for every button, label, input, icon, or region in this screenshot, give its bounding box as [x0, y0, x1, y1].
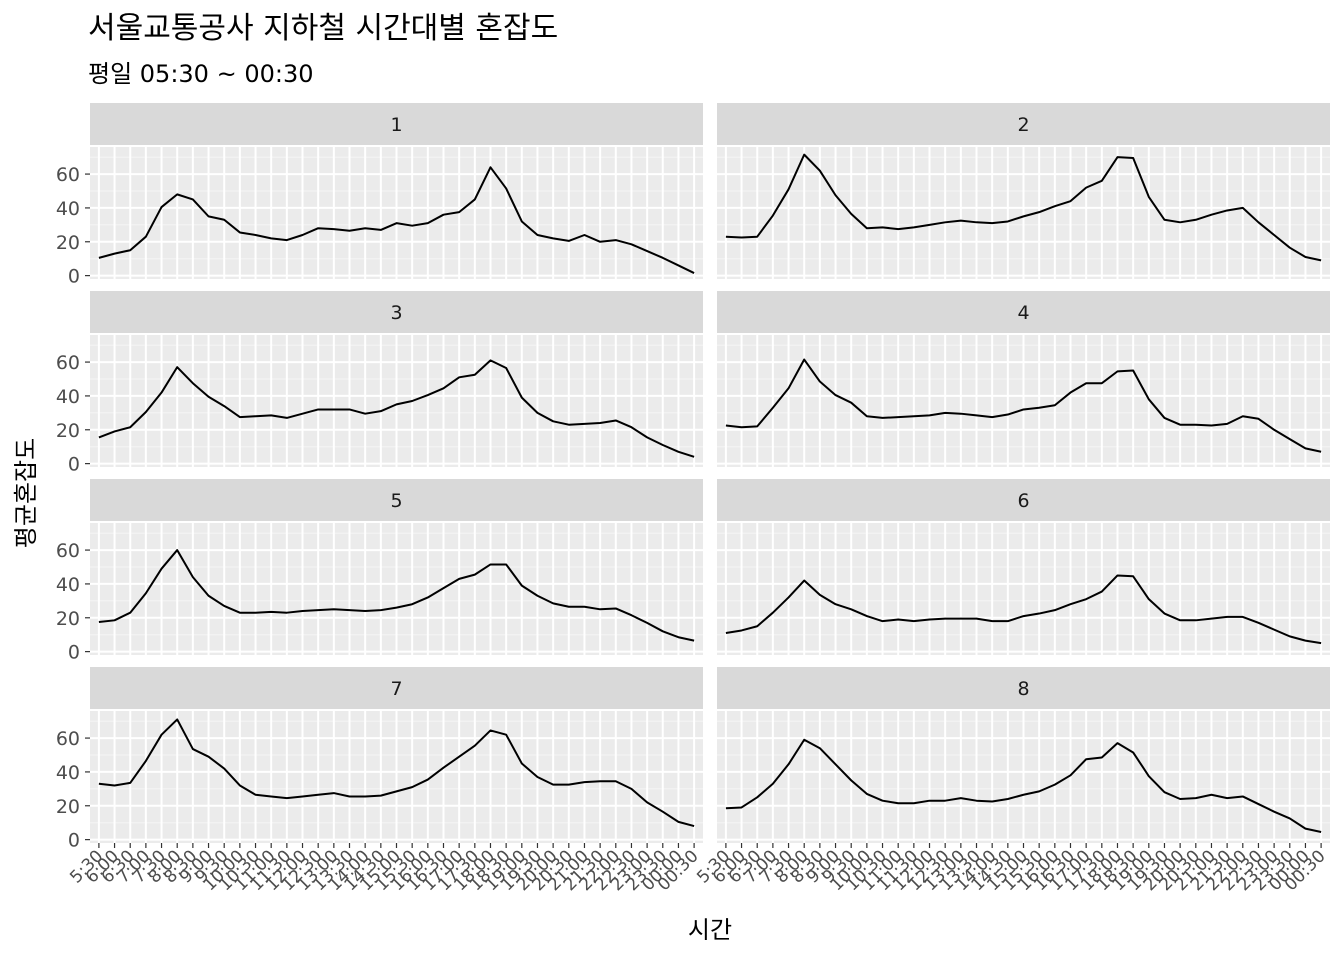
y-tick-label: 40 — [56, 198, 80, 220]
facet-panel-5: 5 0 20 40 60 — [56, 479, 703, 664]
y-tick-label: 60 — [56, 540, 80, 562]
strip-background — [90, 479, 703, 521]
facet-panel-1: 1 0 20 40 60 — [56, 103, 703, 288]
strip-label: 5 — [390, 490, 402, 512]
x-axis-title: 시간 — [688, 916, 732, 944]
y-tick-label: 0 — [68, 830, 80, 852]
series-line — [725, 738, 1322, 833]
facet-panel-7: 702040605:306:006:307:007:308:008:309:00… — [56, 667, 703, 895]
series-line — [725, 574, 1322, 645]
y-tick-label: 40 — [56, 386, 80, 408]
series-line — [98, 718, 695, 828]
y-axis-title: 평균혼잡도 — [12, 438, 40, 548]
y-tick-label: 40 — [56, 574, 80, 596]
strip-label: 8 — [1017, 678, 1029, 700]
facet-panel-6: 6 — [717, 479, 1330, 655]
y-tick-label: 20 — [56, 420, 80, 442]
chart-subtitle: 평일 05:30 ~ 00:30 — [88, 60, 313, 88]
strip-label: 1 — [390, 114, 402, 136]
facet-panel-4: 4 — [717, 291, 1330, 467]
y-tick-label: 40 — [56, 762, 80, 784]
strip-label: 6 — [1017, 490, 1029, 512]
chart-title: 서울교통공사 지하철 시간대별 혼잡도 — [88, 11, 558, 46]
strip-background — [717, 667, 1330, 709]
series-line — [98, 359, 695, 458]
facet-panel-8: 85:306:006:307:007:308:008:309:009:3010:… — [693, 667, 1330, 895]
y-tick-label: 60 — [56, 728, 80, 750]
y-tick-label: 20 — [56, 232, 80, 254]
strip-background — [717, 103, 1330, 145]
y-tick-label: 0 — [68, 642, 80, 664]
facet-panel-3: 3 0 20 40 60 — [56, 291, 703, 476]
series-line — [98, 549, 695, 642]
facet-panels: 102040602302040604502040606702040605:306… — [56, 103, 1330, 895]
y-tick-label: 0 — [68, 266, 80, 288]
facet-panel-2: 2 — [717, 103, 1330, 279]
strip-label: 3 — [390, 302, 402, 324]
y-tick-label: 60 — [56, 164, 80, 186]
series-line — [725, 358, 1322, 453]
strip-label: 4 — [1017, 302, 1029, 324]
y-tick-label: 60 — [56, 352, 80, 374]
strip-background — [717, 479, 1330, 521]
series-line — [725, 153, 1322, 262]
strip-background — [90, 103, 703, 145]
strip-label: 7 — [390, 678, 402, 700]
series-line — [98, 166, 695, 274]
strip-background — [90, 291, 703, 333]
strip-label: 2 — [1017, 114, 1029, 136]
y-tick-label: 20 — [56, 608, 80, 630]
y-tick-label: 20 — [56, 796, 80, 818]
y-tick-label: 0 — [68, 454, 80, 476]
strip-background — [717, 291, 1330, 333]
strip-background — [90, 667, 703, 709]
